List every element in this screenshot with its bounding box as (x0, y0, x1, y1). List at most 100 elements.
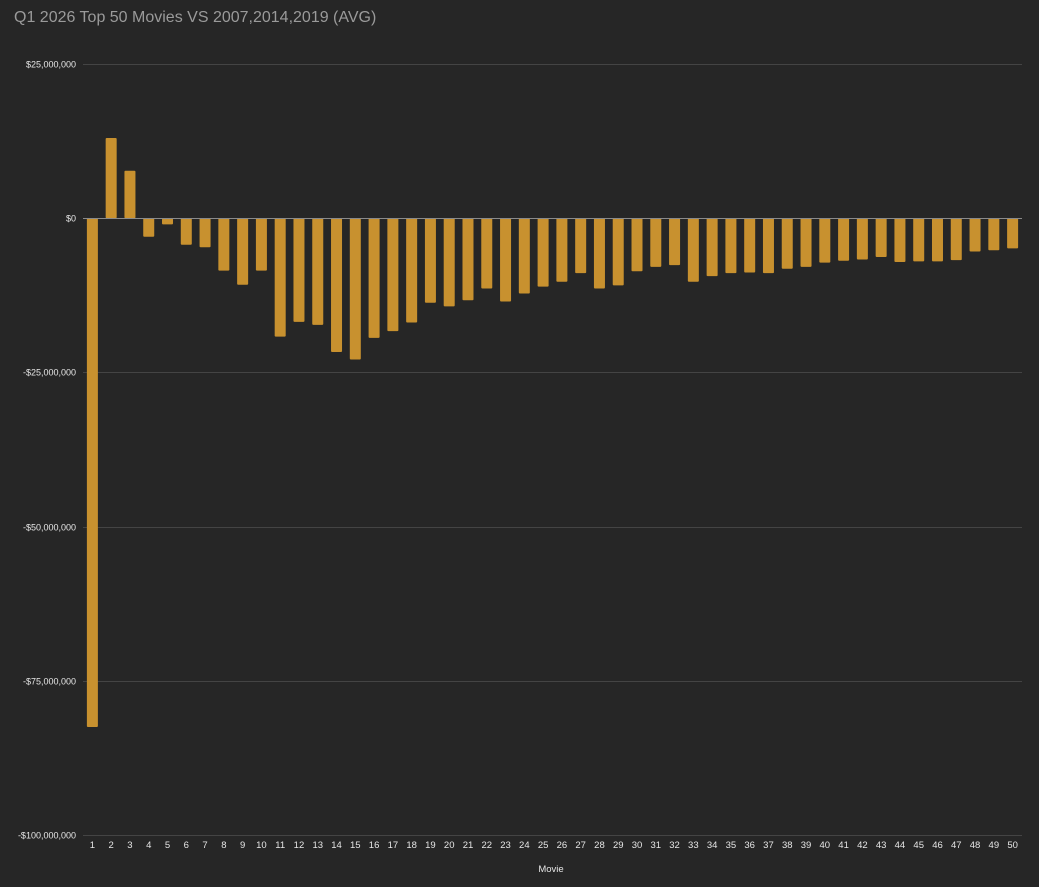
x-tick-label: 7 (202, 840, 207, 851)
x-tick-label: 33 (688, 840, 699, 851)
chart-title: Q1 2026 Top 50 Movies VS 2007,2014,2019 … (14, 9, 377, 26)
bar-movie-7[interactable] (199, 218, 211, 248)
bar-movie-44[interactable] (894, 218, 906, 262)
bars (86, 138, 1019, 728)
x-tick-label: 50 (1007, 840, 1018, 851)
x-tick-label: 12 (294, 840, 305, 851)
bar-movie-3[interactable] (124, 170, 136, 219)
x-tick-label: 43 (876, 840, 887, 851)
bar-movie-29[interactable] (612, 218, 624, 286)
bar-movie-25[interactable] (537, 218, 549, 287)
y-tick-label: -$25,000,000 (23, 368, 76, 378)
bar-movie-13[interactable] (312, 218, 324, 325)
bar-movie-33[interactable] (687, 218, 699, 282)
bar-movie-16[interactable] (368, 218, 380, 338)
bar-movie-32[interactable] (669, 218, 681, 266)
bar-movie-9[interactable] (237, 218, 249, 285)
bar-movie-49[interactable] (988, 218, 1000, 251)
x-tick-label: 40 (820, 840, 831, 851)
bar-movie-19[interactable] (424, 218, 436, 303)
bar-movie-11[interactable] (274, 218, 286, 337)
bar-movie-15[interactable] (349, 218, 361, 360)
bar-movie-31[interactable] (650, 218, 662, 267)
x-tick-label: 20 (444, 840, 455, 851)
x-tick-label: 19 (425, 840, 436, 851)
bar-movie-14[interactable] (331, 218, 343, 353)
x-tick-label: 31 (651, 840, 662, 851)
bar-movie-24[interactable] (518, 218, 530, 294)
x-tick-label: 6 (184, 840, 189, 851)
x-tick-label: 15 (350, 840, 361, 851)
bar-movie-10[interactable] (255, 218, 267, 271)
x-tick-label: 14 (331, 840, 342, 851)
bar-movie-47[interactable] (950, 218, 962, 261)
bar-movie-38[interactable] (781, 218, 793, 269)
bar-movie-22[interactable] (481, 218, 493, 289)
bar-movie-18[interactable] (406, 218, 418, 323)
y-tick-label: -$50,000,000 (23, 523, 76, 533)
bar-movie-26[interactable] (556, 218, 568, 282)
bar-movie-34[interactable] (706, 218, 718, 277)
x-tick-label: 3 (127, 840, 132, 851)
x-axis-tick-labels: 1 2 3 4 5 6 7 8 9 10 11 12 13 14 15 16 17 18 19 20 21 22 23 24 2… (90, 840, 1018, 851)
y-tick-label: -$75,000,000 (23, 677, 76, 687)
x-tick-label: 39 (801, 840, 812, 851)
x-tick-label: 1 (90, 840, 95, 851)
x-tick-label: 24 (519, 840, 530, 851)
x-tick-label: 17 (388, 840, 399, 851)
x-tick-label: 11 (275, 840, 285, 851)
x-tick-label: 8 (221, 840, 226, 851)
bar-movie-46[interactable] (931, 218, 943, 262)
y-axis-tick-labels: $25,000,000 $0 -$25,000,000 -$50,000,000 -$7… (18, 60, 76, 841)
bar-movie-35[interactable] (725, 218, 737, 274)
x-tick-label: 5 (165, 840, 170, 851)
bar-movie-43[interactable] (875, 218, 887, 258)
bar-movie-4[interactable] (143, 218, 155, 237)
x-tick-label: 22 (481, 840, 492, 851)
bar-movie-1[interactable] (86, 218, 98, 728)
x-tick-label: 25 (538, 840, 549, 851)
bar-movie-12[interactable] (293, 218, 305, 322)
y-tick-label: -$100,000,000 (18, 831, 76, 841)
bar-movie-42[interactable] (856, 218, 868, 260)
bar-movie-37[interactable] (762, 218, 774, 274)
x-tick-label: 29 (613, 840, 624, 851)
bar-movie-36[interactable] (744, 218, 756, 273)
bar-movie-2[interactable] (105, 138, 117, 219)
bar-movie-8[interactable] (218, 218, 230, 271)
gridlines (83, 64, 1022, 836)
bar-movie-39[interactable] (800, 218, 812, 267)
bar-movie-40[interactable] (819, 218, 831, 263)
x-tick-label: 49 (989, 840, 1000, 851)
bar-movie-48[interactable] (969, 218, 981, 252)
bar-movie-27[interactable] (575, 218, 587, 274)
y-tick-label: $25,000,000 (26, 60, 76, 70)
bar-movie-45[interactable] (913, 218, 925, 262)
x-tick-label: 13 (312, 840, 323, 851)
x-tick-label: 32 (669, 840, 680, 851)
x-tick-label: 28 (594, 840, 605, 851)
bar-movie-28[interactable] (593, 218, 605, 289)
x-tick-label: 38 (782, 840, 793, 851)
x-tick-label: 30 (632, 840, 643, 851)
bar-movie-21[interactable] (462, 218, 474, 301)
bar-movie-17[interactable] (387, 218, 399, 332)
x-tick-label: 23 (500, 840, 511, 851)
bar-movie-5[interactable] (162, 218, 174, 225)
bar-movie-20[interactable] (443, 218, 455, 307)
x-tick-label: 34 (707, 840, 718, 851)
x-tick-label: 16 (369, 840, 380, 851)
bar-movie-50[interactable] (1007, 218, 1019, 249)
x-tick-label: 44 (895, 840, 906, 851)
x-tick-label: 41 (838, 840, 849, 851)
x-tick-label: 48 (970, 840, 981, 851)
bar-movie-30[interactable] (631, 218, 643, 272)
bar-movie-23[interactable] (500, 218, 512, 302)
x-tick-label: 10 (256, 840, 267, 851)
x-tick-label: 46 (932, 840, 943, 851)
x-tick-label: 21 (463, 840, 474, 851)
bar-movie-41[interactable] (838, 218, 850, 261)
x-tick-label: 26 (557, 840, 568, 851)
bar-movie-6[interactable] (180, 218, 192, 245)
